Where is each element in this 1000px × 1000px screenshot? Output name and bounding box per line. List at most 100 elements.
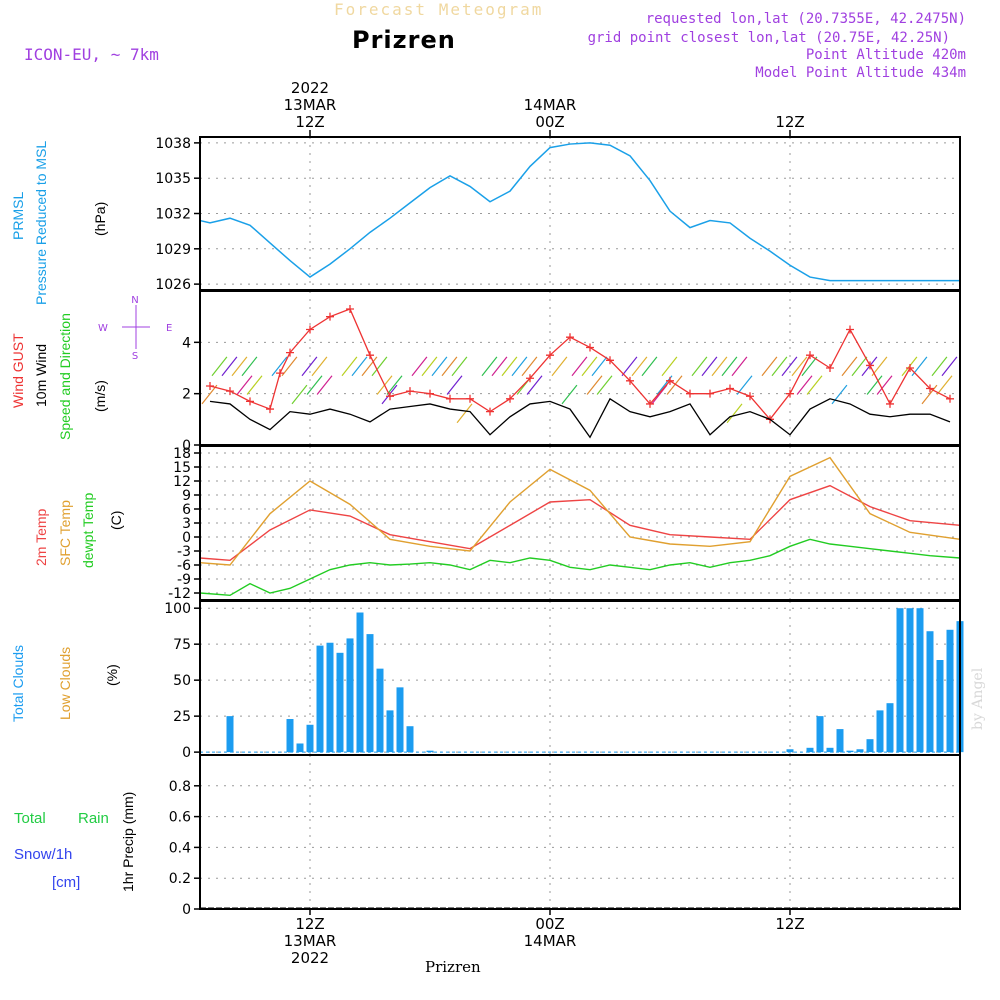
wind-arrow-22 — [421, 356, 438, 377]
gust-marker-10 — [386, 392, 394, 401]
wind-arrow-8 — [281, 356, 298, 377]
wind-arrow-13 — [316, 375, 333, 395]
wind-arrow-10 — [301, 356, 318, 377]
cloud-bar-29 — [936, 660, 944, 753]
wind-arrow-38 — [581, 356, 598, 377]
wind-arrow-6 — [246, 375, 263, 395]
top-time-label-0-1: 13MAR — [284, 96, 337, 114]
wind-arrow-61 — [796, 375, 813, 395]
wind-arrow-39 — [591, 356, 608, 377]
gust-marker-13 — [446, 394, 454, 403]
compass-w: W — [98, 323, 108, 334]
wind-arrow-52 — [721, 356, 738, 377]
gust-marker-2 — [246, 397, 254, 406]
gust-marker-36 — [906, 364, 914, 372]
gust-marker-17 — [526, 374, 534, 383]
ytick-label-2-2: -6 — [177, 558, 191, 574]
wind-arrow-55 — [736, 375, 753, 395]
wind-arrow-65 — [851, 356, 868, 377]
ytick-label-4-2: 0.4 — [169, 840, 191, 856]
wind-arrow-37 — [571, 356, 588, 377]
gust-marker-9 — [366, 351, 374, 360]
cloud-bar-2 — [296, 743, 304, 753]
pressure-line — [199, 142, 960, 282]
cloud-bar-26 — [906, 608, 914, 753]
gust-marker-6 — [306, 325, 314, 334]
wind-arrow-29 — [491, 356, 508, 377]
bottom-time-label-0-0: 12Z — [295, 915, 324, 933]
cloud-bar-10 — [376, 668, 384, 753]
wind-arrow-27 — [456, 403, 473, 424]
wind-arrow-20 — [386, 375, 403, 395]
wind-arrow-50 — [701, 356, 718, 377]
ytick-label-2-10: 18 — [173, 446, 191, 462]
wind-arrow-32 — [521, 356, 538, 377]
gust-marker-1 — [226, 387, 234, 396]
panel-frame-4 — [199, 754, 961, 910]
ytick-label-0-4: 1038 — [155, 136, 191, 152]
cloud-bar-11 — [386, 710, 394, 753]
wind-arrow-60 — [801, 356, 818, 377]
wind-arrow-64 — [841, 356, 858, 377]
ytick-label-2-7: 9 — [182, 488, 191, 504]
ytick-label-2-0: -12 — [168, 586, 191, 602]
cloud-bar-9 — [366, 634, 374, 753]
wind-arrow-74 — [941, 356, 958, 377]
ytick-label-4-1: 0.2 — [169, 871, 191, 887]
cloud-bar-6 — [336, 652, 344, 753]
wind-arrow-49 — [691, 356, 708, 377]
wind-arrow-63 — [831, 384, 848, 405]
ytick-label-0-2: 1032 — [155, 207, 191, 223]
wind-arrow-44 — [641, 356, 658, 377]
wind-arrow-43 — [631, 356, 648, 377]
point-altitude: Point Altitude 420m — [805, 47, 966, 63]
ytick-label-1-2: 4 — [182, 335, 191, 351]
cloud-bar-3 — [306, 724, 314, 753]
gust-marker-30 — [786, 389, 794, 398]
wind-arrow-9 — [291, 384, 308, 405]
rain-label: Rain — [78, 810, 109, 827]
gust-marker-26 — [706, 389, 714, 398]
gust-marker-32 — [826, 364, 834, 372]
gust-marker-25 — [686, 389, 694, 398]
gust-marker-33 — [846, 325, 854, 334]
footer-location: Prizren — [425, 958, 481, 976]
gust-marker-15 — [486, 407, 494, 416]
model-altitude: Model Point Altitude 434m — [755, 65, 966, 81]
gust-marker-28 — [746, 392, 754, 401]
ytick-label-1-0: 0 — [182, 438, 191, 454]
cloud-bar-15 — [786, 749, 794, 753]
gust-marker-4 — [276, 369, 284, 378]
model-label: ICON-EU, ~ 7km — [24, 45, 159, 64]
snow-label: Snow/1h — [14, 846, 73, 863]
ytick-label-3-3: 75 — [173, 637, 191, 653]
wind-arrow-4 — [241, 356, 258, 377]
top-time-label-2-0: 12Z — [775, 113, 804, 131]
ytick-label-3-4: 100 — [164, 601, 191, 617]
cloud-bar-1 — [286, 719, 294, 753]
gust-marker-19 — [566, 333, 574, 342]
wind-arrow-41 — [596, 375, 613, 395]
ytick-label-0-1: 1029 — [155, 242, 191, 258]
cloud-bar-28 — [926, 631, 934, 753]
wind-arrow-31 — [511, 356, 528, 377]
chart-title: Forecast Meteogram — [334, 0, 544, 19]
gust-marker-18 — [546, 351, 554, 360]
wind-arrow-40 — [586, 375, 603, 395]
gust-marker-5 — [286, 348, 294, 357]
cloud-bar-19 — [836, 729, 844, 753]
ytick-label-2-9: 15 — [173, 460, 191, 476]
dewpt-line — [199, 538, 961, 597]
requested-coords: requested lon,lat (20.7355E, 42.2475N) — [645, 11, 966, 27]
cloud-bar-12 — [396, 687, 404, 753]
wind-arrow-46 — [661, 356, 678, 377]
wind-arrow-35 — [551, 356, 568, 377]
top-time-label-0-0: 2022 — [291, 79, 329, 97]
compass-s: S — [132, 351, 138, 362]
panel-frame-3 — [199, 600, 961, 756]
wind-arrow-73 — [931, 356, 948, 377]
gust-marker-16 — [506, 394, 514, 403]
wind-arrow-42 — [621, 356, 638, 377]
gust-marker-8 — [346, 304, 354, 313]
cloud-bar-0 — [226, 716, 234, 753]
